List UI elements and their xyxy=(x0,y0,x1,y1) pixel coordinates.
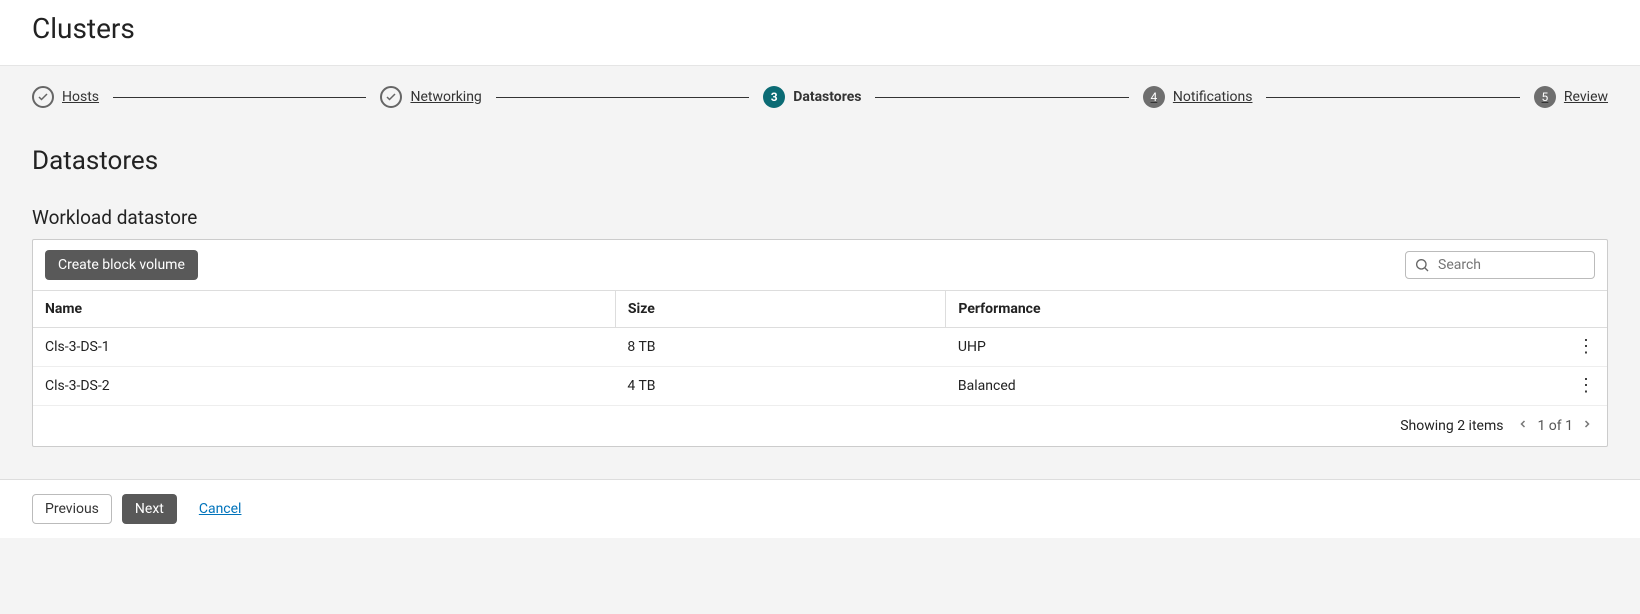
step-connector xyxy=(875,97,1128,98)
step-number-icon: 3 xyxy=(763,86,785,108)
step-datastores: 3 Datastores xyxy=(763,86,861,108)
sub-title: Workload datastore xyxy=(32,206,1608,229)
cell-name: Cls-3-DS-1 xyxy=(33,328,615,367)
previous-button[interactable]: Previous xyxy=(32,494,112,524)
page-indicator: 1 of 1 xyxy=(1537,418,1573,434)
create-block-volume-button[interactable]: Create block volume xyxy=(45,250,198,280)
step-label: Networking xyxy=(410,89,481,105)
panel-toolbar: Create block volume xyxy=(33,240,1607,291)
performance-value: Balanced xyxy=(958,378,1016,394)
cell-name: Cls-3-DS-2 xyxy=(33,367,615,406)
search-input[interactable] xyxy=(1436,256,1586,274)
row-actions-menu-icon[interactable]: ⋮ xyxy=(1577,377,1595,395)
cell-performance: Balanced ⋮ xyxy=(946,367,1607,406)
search-icon xyxy=(1414,257,1430,273)
next-page-icon[interactable] xyxy=(1581,418,1593,434)
step-label: Hosts xyxy=(62,89,99,105)
column-header-name[interactable]: Name xyxy=(33,291,615,328)
table-row: Cls-3-DS-1 8 TB UHP ⋮ xyxy=(33,328,1607,367)
step-number-icon: 4 xyxy=(1143,86,1165,108)
prev-page-icon[interactable] xyxy=(1517,418,1529,434)
datastore-panel: Create block volume Name Size Performanc… xyxy=(32,239,1608,447)
step-label: Notifications xyxy=(1173,89,1253,105)
step-connector xyxy=(1266,97,1519,98)
showing-count: Showing 2 items xyxy=(1400,418,1503,434)
performance-value: UHP xyxy=(958,339,986,355)
cancel-link[interactable]: Cancel xyxy=(199,501,242,517)
section-title: Datastores xyxy=(32,146,1608,176)
wizard-actions: Previous Next Cancel xyxy=(0,479,1640,538)
datastore-table: Name Size Performance Cls-3-DS-1 8 TB UH… xyxy=(33,291,1607,406)
step-label: Review xyxy=(1564,89,1608,105)
check-icon xyxy=(380,86,402,108)
step-hosts[interactable]: Hosts xyxy=(32,86,99,108)
table-row: Cls-3-DS-2 4 TB Balanced ⋮ xyxy=(33,367,1607,406)
cell-performance: UHP ⋮ xyxy=(946,328,1607,367)
next-button[interactable]: Next xyxy=(122,494,177,524)
column-header-size[interactable]: Size xyxy=(615,291,946,328)
panel-footer: Showing 2 items 1 of 1 xyxy=(33,406,1607,446)
search-field[interactable] xyxy=(1405,251,1595,279)
step-connector xyxy=(496,97,749,98)
check-icon xyxy=(32,86,54,108)
step-notifications[interactable]: 4 Notifications xyxy=(1143,86,1253,108)
page-title: Clusters xyxy=(32,12,1608,45)
step-number-icon: 5 xyxy=(1534,86,1556,108)
column-header-performance[interactable]: Performance xyxy=(946,291,1607,328)
step-label: Datastores xyxy=(793,89,861,105)
pager: 1 of 1 xyxy=(1517,418,1593,434)
cell-size: 8 TB xyxy=(615,328,946,367)
step-networking[interactable]: Networking xyxy=(380,86,481,108)
wizard-stepper: Hosts Networking 3 Datastores 4 Notifica… xyxy=(0,66,1640,128)
row-actions-menu-icon[interactable]: ⋮ xyxy=(1577,338,1595,356)
step-review[interactable]: 5 Review xyxy=(1534,86,1608,108)
cell-size: 4 TB xyxy=(615,367,946,406)
step-connector xyxy=(113,97,366,98)
main-content: Datastores Workload datastore Create blo… xyxy=(0,128,1640,479)
page-header: Clusters xyxy=(0,0,1640,66)
